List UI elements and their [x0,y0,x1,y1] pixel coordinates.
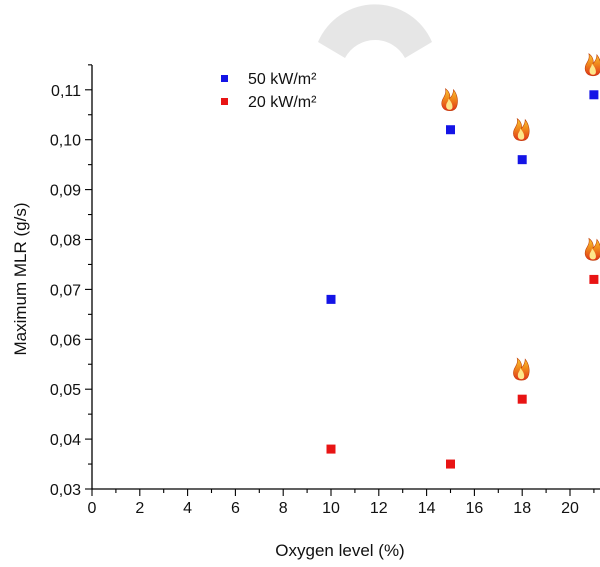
x-tick-label: 16 [466,500,484,517]
legend-label: 20 kW/m² [248,94,317,111]
x-tick-label: 20 [561,500,579,517]
data-point [589,275,598,284]
flame-icon [585,54,600,76]
y-tick-label: 0,07 [50,282,81,299]
flame-icon [585,238,600,260]
flame-icon [513,119,529,141]
legend: 50 kW/m² 20 kW/m² [221,71,317,111]
x-tick-label: 6 [231,500,240,517]
x-tick-label: 14 [418,500,436,517]
data-point [518,155,527,164]
y-tick-label: 0,03 [50,482,81,499]
x-tick-label: 12 [370,500,388,517]
x-tick-label: 8 [279,500,288,517]
y-tick-label: 0,09 [50,183,81,200]
y-tick-label: 0,10 [50,133,81,150]
data-point [446,460,455,469]
data-point [446,125,455,134]
flame-icon [513,358,529,380]
flame-icon [442,89,458,111]
y-tick-label: 0,06 [50,332,81,349]
y-tick-label: 0,11 [51,83,81,100]
data-point [327,295,336,304]
x-tick-label: 0 [88,500,97,517]
y-tick-label: 0,05 [50,382,81,399]
x-tick-label: 10 [322,500,340,517]
data-point [518,395,527,404]
y-axis-label: Maximum MLR (g/s) [11,202,30,355]
x-tick-label: 4 [183,500,192,517]
data-point [327,445,336,454]
legend-label: 50 kW/m² [248,71,317,88]
y-tick-label: 0,04 [50,432,81,449]
x-tick-label: 2 [135,500,144,517]
data-marks [327,54,600,469]
y-tick-label: 0,08 [50,233,81,250]
watermark-shape [318,4,432,58]
data-point [589,90,598,99]
legend-swatch [221,75,228,82]
legend-swatch [221,98,228,105]
x-tick-label: 18 [513,500,531,517]
x-axis-label: Oxygen level (%) [275,541,404,560]
